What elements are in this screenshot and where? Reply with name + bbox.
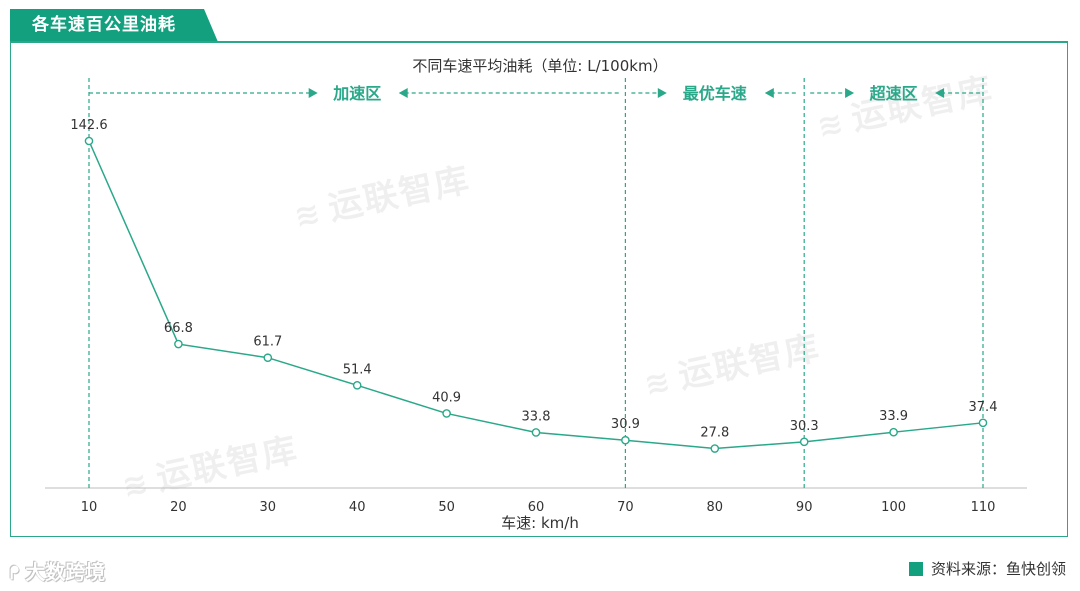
data-point <box>442 409 451 418</box>
data-label: 142.6 <box>70 118 107 133</box>
x-tick-label: 40 <box>349 500 366 515</box>
data-label: 33.9 <box>879 409 908 424</box>
data-label: 66.8 <box>164 321 193 336</box>
x-tick-label: 70 <box>617 500 634 515</box>
data-label: 33.8 <box>522 409 551 424</box>
data-label: 37.4 <box>969 400 998 415</box>
zone-arrow-head <box>308 88 318 98</box>
data-point <box>174 339 183 349</box>
data-point <box>84 136 94 146</box>
x-tick-label: 80 <box>707 500 724 515</box>
data-point <box>531 428 541 437</box>
x-tick-label: 90 <box>796 500 813 515</box>
x-tick-label: 50 <box>438 500 455 515</box>
zone-arrow-head <box>764 88 774 98</box>
header-title: 各车速百公里油耗 <box>10 9 218 42</box>
source-swatch <box>908 561 923 576</box>
zone-label: 加速区 <box>332 84 381 103</box>
data-point <box>621 435 630 445</box>
chart-frame <box>10 41 1068 537</box>
series-line <box>88 140 984 450</box>
x-tick-label: 60 <box>528 500 545 515</box>
x-tick-label: 30 <box>260 500 277 515</box>
zone-label: 超速区 <box>869 84 918 103</box>
zone-arrow-head <box>845 88 855 98</box>
footer-brand: ᖰ 大数跨境 <box>10 560 106 584</box>
x-tick-label: 110 <box>971 500 996 515</box>
x-tick-label: 100 <box>881 500 906 515</box>
zone-arrow-head <box>657 88 667 98</box>
data-point <box>263 353 273 363</box>
data-point <box>799 437 809 447</box>
data-label: 51.4 <box>343 362 372 377</box>
x-axis-label: 车速: km/h <box>501 514 579 532</box>
data-point <box>978 418 988 428</box>
zone-arrow-head <box>398 88 408 98</box>
data-label: 30.9 <box>611 417 640 432</box>
data-label: 27.8 <box>700 426 729 441</box>
data-point <box>889 427 898 437</box>
data-label: 30.3 <box>790 419 819 434</box>
zone-label: 最优车速 <box>683 84 747 103</box>
zone-arrow-head <box>935 88 945 98</box>
data-label: 61.7 <box>253 335 282 350</box>
x-tick-label: 20 <box>170 500 187 515</box>
weibo-logo-icon: ᖰ <box>10 563 20 584</box>
x-tick-label: 10 <box>81 500 98 515</box>
chart-title: 不同车速平均油耗（单位: L/100km） <box>412 57 668 75</box>
source-note: 资料来源：鱼快创领 <box>908 558 1066 579</box>
data-point <box>710 444 720 453</box>
data-label: 40.9 <box>432 390 461 405</box>
data-point <box>352 381 362 390</box>
